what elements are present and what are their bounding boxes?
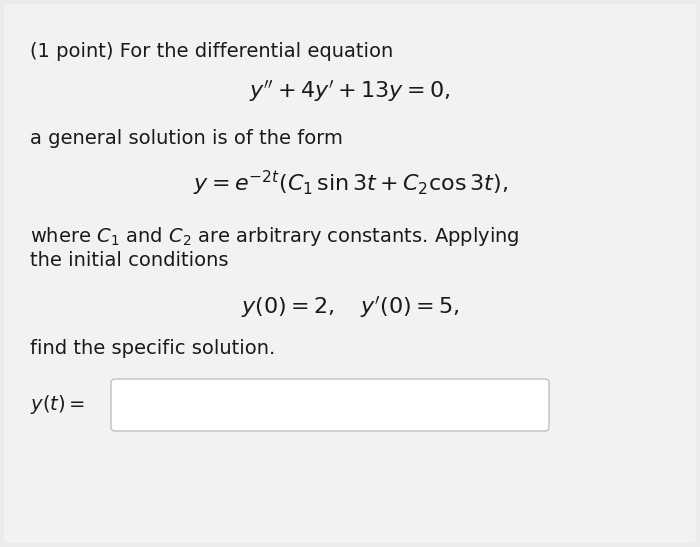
Text: (1 point) For the differential equation: (1 point) For the differential equation: [30, 42, 393, 61]
Text: $y(t) =$: $y(t) =$: [30, 393, 85, 416]
Text: where $C_1$ and $C_2$ are arbitrary constants. Applying: where $C_1$ and $C_2$ are arbitrary cons…: [30, 225, 519, 248]
Text: find the specific solution.: find the specific solution.: [30, 339, 275, 358]
Text: $y(0) = 2, \quad y'(0) = 5,$: $y(0) = 2, \quad y'(0) = 5,$: [241, 294, 459, 319]
Text: $y = e^{-2t}(C_1\,\sin 3t + C_2\cos 3t),$: $y = e^{-2t}(C_1\,\sin 3t + C_2\cos 3t),…: [193, 169, 508, 198]
FancyBboxPatch shape: [4, 4, 696, 543]
Text: $y'' + 4y' + 13y = 0,$: $y'' + 4y' + 13y = 0,$: [249, 79, 451, 104]
FancyBboxPatch shape: [111, 379, 549, 431]
Text: the initial conditions: the initial conditions: [30, 251, 228, 270]
Text: a general solution is of the form: a general solution is of the form: [30, 129, 343, 148]
